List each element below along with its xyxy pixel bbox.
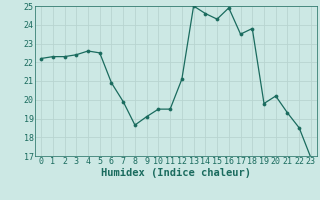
X-axis label: Humidex (Indice chaleur): Humidex (Indice chaleur) — [101, 168, 251, 178]
